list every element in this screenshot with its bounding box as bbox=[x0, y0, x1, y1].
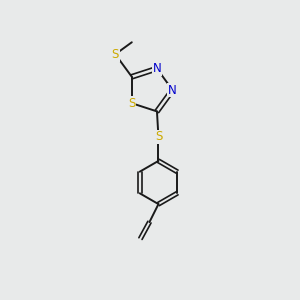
Text: N: N bbox=[168, 83, 177, 97]
Text: S: S bbox=[128, 97, 136, 110]
Text: S: S bbox=[155, 130, 162, 143]
Text: N: N bbox=[153, 62, 161, 75]
Text: S: S bbox=[112, 48, 119, 61]
